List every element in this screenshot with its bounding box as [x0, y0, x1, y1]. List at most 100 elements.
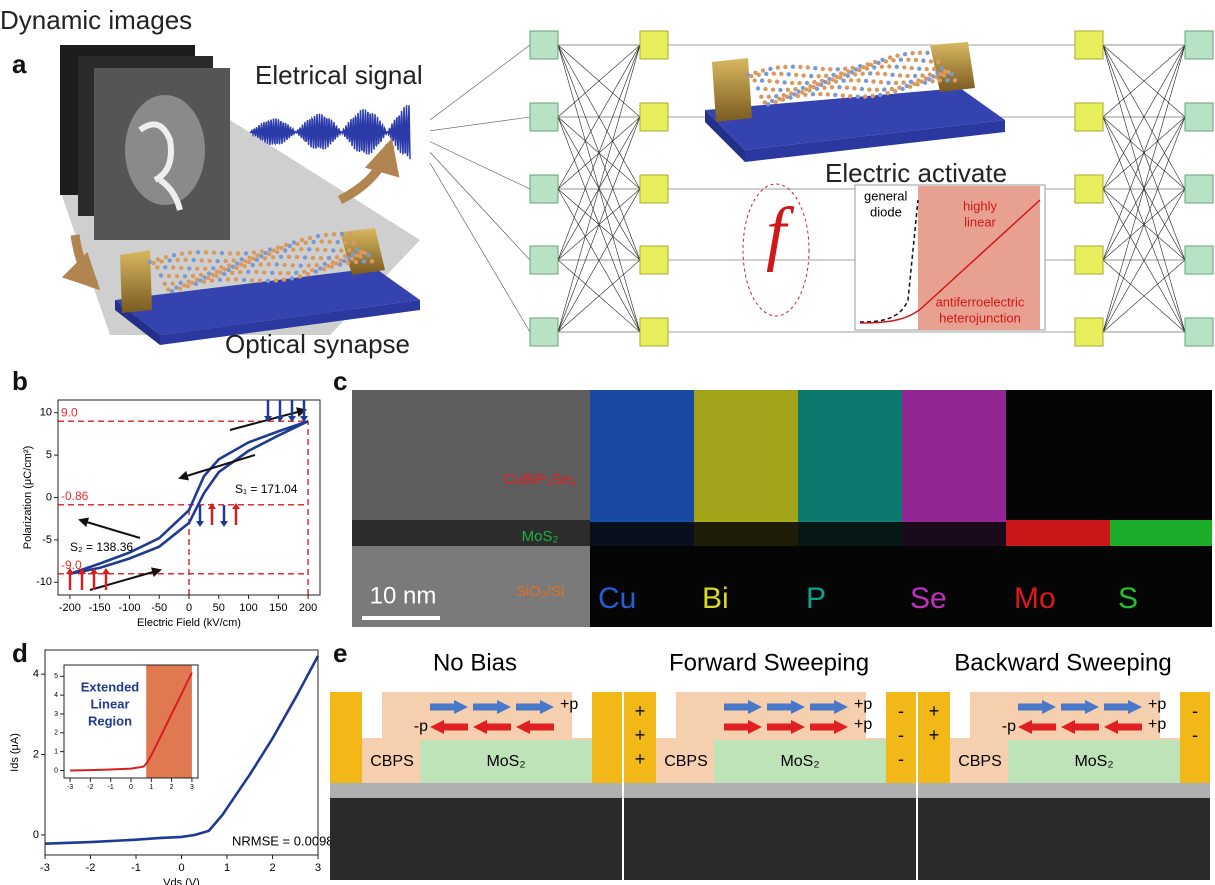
y-tick-label: 3: [54, 711, 58, 718]
mos2-label: MoS₂: [486, 753, 525, 770]
map-band: [798, 520, 902, 546]
atom: [242, 278, 246, 282]
atom: [925, 51, 929, 55]
neuron: [1075, 246, 1103, 274]
x-tick-label: -100: [118, 602, 140, 614]
y-tick-label: 2: [33, 748, 39, 760]
atom: [807, 88, 811, 92]
panel-label: d: [12, 638, 28, 668]
y-tick-label: 0: [33, 829, 39, 841]
inset-text: antiferroelectric: [936, 294, 1025, 309]
x-tick-label: -3: [40, 862, 50, 874]
atom: [222, 272, 226, 276]
atom: [871, 79, 875, 83]
atom: [894, 81, 898, 85]
atom: [294, 271, 298, 275]
charge-sign: -: [1192, 701, 1198, 721]
atom: [815, 87, 819, 91]
atom: [235, 266, 239, 270]
atom: [880, 65, 884, 69]
atom: [884, 59, 888, 63]
atom: [370, 259, 374, 263]
neuron: [530, 31, 558, 59]
atom: [340, 232, 344, 236]
atom: [243, 264, 247, 268]
neuron: [530, 318, 558, 346]
atom: [290, 276, 294, 280]
atom: [796, 94, 800, 98]
map-band: [1110, 520, 1212, 546]
fan-line: [430, 163, 530, 332]
atom: [210, 278, 214, 282]
cbps-top: [676, 692, 866, 740]
function-symbol: f: [766, 193, 795, 273]
atom: [826, 92, 830, 96]
atom: [263, 256, 267, 260]
atom: [316, 234, 320, 238]
atom: [182, 283, 186, 287]
atom: [236, 251, 240, 255]
map-band: [902, 520, 1006, 546]
atom: [790, 81, 794, 85]
charge-sign: -: [1192, 725, 1198, 745]
atom: [196, 250, 200, 254]
atom: [284, 243, 288, 247]
atom: [192, 258, 196, 262]
atom: [354, 260, 358, 264]
panel-e-title: Forward Sweeping: [669, 649, 869, 676]
atom: [283, 248, 287, 252]
atom: [183, 274, 187, 278]
atom: [876, 61, 880, 65]
atom: [175, 274, 179, 278]
fan-line: [430, 45, 530, 120]
atom: [761, 68, 765, 72]
oxide: [918, 783, 1210, 798]
atom: [315, 247, 319, 251]
element-label: Cu: [598, 582, 636, 615]
atom: [291, 247, 295, 251]
atom: [252, 251, 256, 255]
panel-label: c: [333, 366, 347, 396]
atom: [190, 281, 194, 285]
atom: [267, 262, 271, 266]
atom: [262, 270, 266, 274]
atom: [883, 72, 887, 76]
atom: [910, 66, 914, 70]
atom: [925, 67, 929, 71]
atom: [841, 79, 845, 83]
charge-sign: +: [635, 701, 646, 721]
atom: [830, 85, 834, 89]
panel-a-title: Dynamic images: [0, 5, 192, 35]
atom: [834, 79, 838, 83]
atom: [275, 262, 279, 266]
inset-text: general: [864, 188, 907, 203]
atom: [199, 273, 203, 277]
atom: [176, 258, 180, 262]
atom: [266, 279, 270, 283]
y-axis-label: Ids (μA): [9, 733, 21, 772]
x-tick-label: -1: [131, 862, 141, 874]
atom: [846, 74, 850, 78]
atom: [291, 263, 295, 267]
atom: [905, 74, 909, 78]
atom: [227, 268, 231, 272]
atom: [191, 274, 195, 278]
atom: [302, 270, 306, 274]
atom: [156, 257, 160, 261]
atom: [920, 73, 924, 77]
x-tick-label: 3: [190, 784, 194, 791]
atom: [805, 81, 809, 85]
neuron: [1185, 175, 1213, 203]
neuron: [640, 318, 668, 346]
atom: [868, 71, 872, 75]
atom: [936, 60, 940, 64]
atom: [902, 65, 906, 69]
atom: [286, 271, 290, 275]
cbps-label: CBPS: [664, 753, 708, 770]
atom: [295, 255, 299, 259]
signal-label: Eletrical signal: [255, 60, 423, 90]
atom: [867, 87, 871, 91]
atom: [899, 58, 903, 62]
atom: [171, 265, 175, 269]
y-axis-label: Polarization (μC/cm²): [22, 446, 34, 550]
